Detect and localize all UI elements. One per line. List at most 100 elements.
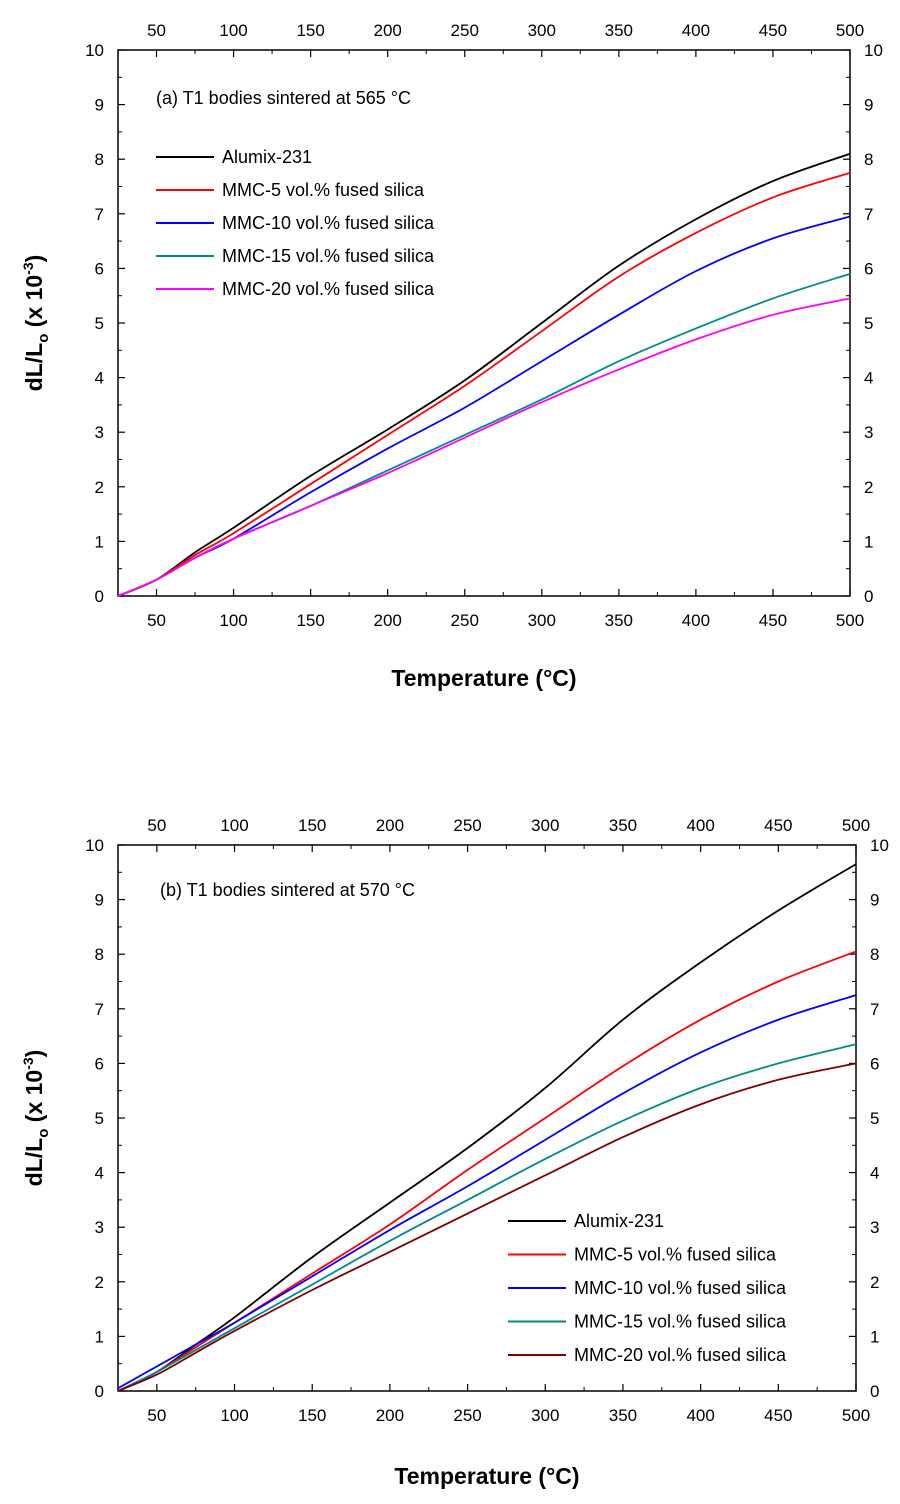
legend-b: Alumix-231 MMC-5 vol.% fused silica MMC-10…	[508, 1211, 787, 1365]
y-tick-label-left: 8	[95, 945, 104, 964]
y-axis-title-part: (x 10	[21, 275, 47, 334]
y-axis-title-part: )	[21, 1050, 47, 1058]
y-axis-title-part: o	[35, 1129, 52, 1138]
x-axis-title-b: Temperature (°C)	[394, 1463, 579, 1489]
x-tick-label-top: 250	[453, 816, 481, 835]
series-line-a-5	[117, 297, 851, 597]
x-tick-label-top: 200	[373, 21, 401, 40]
legend-label: MMC-10 vol.% fused silica	[222, 213, 435, 233]
x-tick-label-bottom: 450	[764, 1406, 792, 1425]
y-tick-label-left: 7	[95, 1000, 104, 1019]
y-tick-label-right: 9	[864, 96, 873, 115]
y-tick-label-left: 7	[95, 205, 104, 224]
x-tick-label-bottom: 100	[220, 1406, 248, 1425]
x-tick-label-bottom: 500	[836, 611, 864, 630]
y-tick-label-left: 5	[95, 314, 104, 333]
legend-label: MMC-20 vol.% fused silica	[574, 1345, 787, 1365]
y-tick-label-left: 9	[95, 96, 104, 115]
y-tick-label-right: 6	[864, 259, 873, 278]
y-tick-label-right: 7	[870, 1000, 879, 1019]
y-axis-title-part: -3	[20, 1057, 36, 1070]
x-tick-label-top: 450	[764, 816, 792, 835]
y-axis-title-part: dL/L	[21, 1138, 47, 1187]
series-line-b-3	[117, 994, 857, 1390]
y-axis-title-a: dL/Lo (x 10-3)	[20, 255, 52, 392]
y-tick-label-right: 1	[864, 532, 873, 551]
series-line-a-1	[117, 152, 851, 597]
legend-label: Alumix-231	[222, 147, 312, 167]
y-tick-label-left: 6	[95, 259, 104, 278]
series-line-a-2	[117, 171, 851, 597]
x-tick-label-bottom: 50	[147, 1406, 166, 1425]
x-tick-label-top: 300	[531, 816, 559, 835]
legend-label: MMC-5 vol.% fused silica	[222, 180, 425, 200]
x-tick-label-bottom: 50	[147, 611, 166, 630]
y-axis-title-part: (x 10	[21, 1070, 47, 1129]
series-line-b-5	[117, 1062, 857, 1392]
y-tick-label-right: 5	[870, 1109, 879, 1128]
x-tick-label-bottom: 450	[759, 611, 787, 630]
plot-frame-b	[117, 844, 857, 1392]
x-tick-label-bottom: 300	[528, 611, 556, 630]
y-tick-label-left: 1	[95, 532, 104, 551]
x-tick-label-top: 350	[605, 21, 633, 40]
annotation-a: (a) T1 bodies sintered at 565 °C	[156, 88, 411, 108]
y-axis-title-part: )	[21, 255, 47, 263]
y-tick-label-left: 8	[95, 150, 104, 169]
y-tick-label-left: 5	[95, 1109, 104, 1128]
x-tick-label-bottom: 150	[296, 611, 324, 630]
x-tick-label-bottom: 350	[605, 611, 633, 630]
legend-label: MMC-15 vol.% fused silica	[574, 1312, 787, 1332]
y-axis-title-part: -3	[20, 262, 36, 275]
y-tick-label-left: 0	[95, 1382, 104, 1401]
x-tick-label-top: 100	[220, 816, 248, 835]
x-tick-label-bottom: 350	[609, 1406, 637, 1425]
x-tick-label-top: 200	[376, 816, 404, 835]
legend-label: MMC-10 vol.% fused silica	[574, 1278, 787, 1298]
y-tick-label-right: 7	[864, 205, 873, 224]
y-tick-label-right: 10	[864, 41, 883, 60]
legend-label: MMC-5 vol.% fused silica	[574, 1245, 777, 1265]
legend-label: Alumix-231	[574, 1211, 664, 1231]
x-tick-label-top: 50	[147, 21, 166, 40]
x-tick-label-bottom: 100	[219, 611, 247, 630]
x-tick-label-top: 100	[219, 21, 247, 40]
x-tick-label-bottom: 250	[451, 611, 479, 630]
y-tick-label-right: 2	[870, 1273, 879, 1292]
x-tick-label-bottom: 500	[842, 1406, 870, 1425]
x-tick-label-bottom: 250	[453, 1406, 481, 1425]
x-tick-label-top: 350	[609, 816, 637, 835]
y-tick-label-right: 3	[864, 423, 873, 442]
legend-label: MMC-15 vol.% fused silica	[222, 246, 435, 266]
y-tick-label-right: 1	[870, 1327, 879, 1346]
x-tick-label-top: 50	[147, 816, 166, 835]
y-tick-label-left: 10	[85, 836, 104, 855]
x-tick-label-bottom: 300	[531, 1406, 559, 1425]
y-tick-label-left: 1	[95, 1327, 104, 1346]
y-tick-label-left: 0	[95, 587, 104, 606]
x-tick-label-bottom: 400	[682, 611, 710, 630]
y-axis-title-b: dL/Lo (x 10-3)	[20, 1050, 52, 1187]
y-tick-label-right: 8	[870, 945, 879, 964]
y-tick-label-left: 3	[95, 1218, 104, 1237]
x-tick-label-top: 150	[298, 816, 326, 835]
x-tick-label-top: 250	[451, 21, 479, 40]
x-tick-label-top: 450	[759, 21, 787, 40]
y-tick-label-left: 3	[95, 423, 104, 442]
y-tick-label-right: 5	[864, 314, 873, 333]
y-tick-label-left: 2	[95, 1273, 104, 1292]
x-tick-label-top: 500	[842, 816, 870, 835]
series-line-b-4	[117, 1043, 857, 1392]
y-tick-label-left: 10	[85, 41, 104, 60]
y-tick-label-right: 9	[870, 891, 879, 910]
y-tick-label-right: 0	[864, 587, 873, 606]
y-tick-label-right: 0	[870, 1382, 879, 1401]
annotation-b: (b) T1 bodies sintered at 570 °C	[160, 880, 415, 900]
legend-label: MMC-20 vol.% fused silica	[222, 279, 435, 299]
series-line-a-4	[117, 273, 851, 597]
legend-a: Alumix-231 MMC-5 vol.% fused silica MMC-10…	[156, 147, 435, 299]
series-line-a-3	[117, 215, 851, 597]
x-tick-label-top: 400	[686, 816, 714, 835]
x-axis-title-a: Temperature (°C)	[391, 665, 576, 691]
y-tick-label-right: 10	[870, 836, 889, 855]
